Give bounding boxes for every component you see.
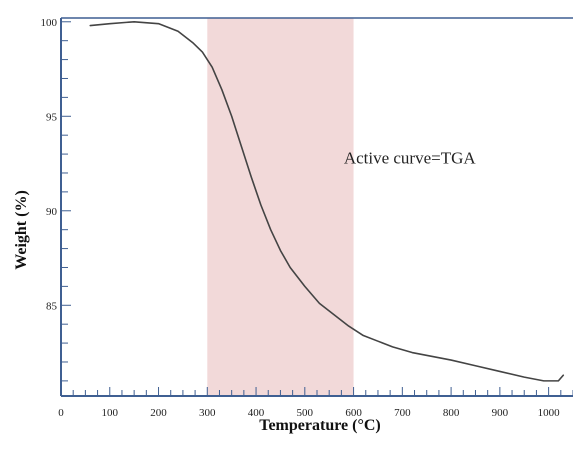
x-tick-label: 900 [492,407,509,419]
x-tick-label: 100 [102,407,119,419]
series-line-0 [89,20,565,382]
x-axis-title: Temperature (°C) [259,417,380,434]
highlight-region [207,18,354,396]
axes: 0 100 200 300 400 500 600 700 800 900 1000 100 95 90 8… [41,17,573,419]
x-tick-label: 600 [345,407,362,419]
y-axis-title: Weight (%) [13,190,30,270]
y-tick-label: 95 [46,111,58,123]
annotation-active-curve: Active curve=TGA [344,149,477,168]
x-tick-label: 200 [150,407,167,419]
y-tick-label: 90 [46,206,58,218]
y-tick-label: 85 [46,300,58,312]
x-tick-label: 400 [248,407,265,419]
x-tick-label: 500 [297,407,314,419]
x-tick-label: 700 [394,407,411,419]
x-tick-label: 300 [199,407,216,419]
x-tick-label: 800 [443,407,460,419]
x-tick-label: 0 [58,407,64,419]
labels: Temperature (°C) Weight (%) Active curve… [13,149,476,434]
y-tick-label: 100 [41,17,58,29]
plot-area [89,18,565,396]
x-tick-label: 1000 [538,407,561,419]
